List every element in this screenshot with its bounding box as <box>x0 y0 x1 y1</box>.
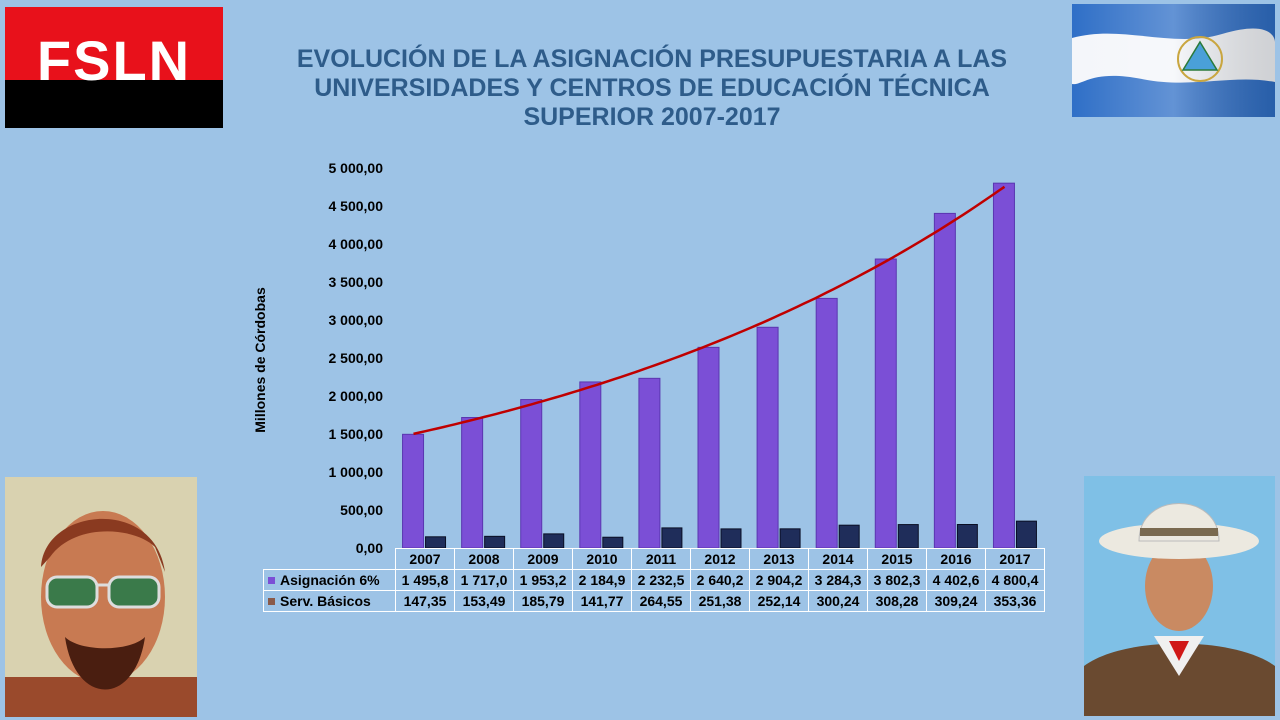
data-label-series2: 353,36 <box>985 590 1045 612</box>
x-tick-label: 2009 <box>513 548 573 570</box>
legend-key-series1 <box>268 577 275 584</box>
data-label-series1: 4 800,4 <box>985 569 1045 591</box>
data-table-corner <box>263 548 396 570</box>
y-axis-label: Millones de Córdobas <box>252 287 268 433</box>
legend-entry-series1: Asignación 6% <box>263 569 396 591</box>
portrait-left-image <box>5 477 197 717</box>
bar-series1-2010 <box>579 381 602 549</box>
data-table-header-row: 2007 2008 2009 2010 2011 2012 2013 2014 2015 2016… <box>263 548 1045 570</box>
bar-series1-2017 <box>992 182 1015 549</box>
y-tick-label: 4 500,00 <box>329 198 384 214</box>
data-label-series2: 264,55 <box>631 590 691 612</box>
y-tick-label: 1 000,00 <box>329 464 384 480</box>
data-table-row-series1: Asignación 6% 1 495,8 1 717,0 1 953,2 2 184… <box>263 569 1045 591</box>
bar-series1-2008 <box>461 417 484 549</box>
data-label-series1: 1 717,0 <box>454 569 514 591</box>
nicaragua-flag-image <box>1072 4 1275 117</box>
x-tick-label: 2015 <box>867 548 927 570</box>
bars-group <box>402 182 1037 549</box>
data-label-series2: 141,77 <box>572 590 632 612</box>
bar-series2-2016 <box>956 523 978 549</box>
data-label-series2: 185,79 <box>513 590 573 612</box>
bar-series1-2007 <box>402 433 425 549</box>
data-table-row-series2: Serv. Básicos 147,35 153,49 185,79 141,77 26… <box>263 590 1045 612</box>
data-label-series2: 153,49 <box>454 590 514 612</box>
data-label-series2: 252,14 <box>749 590 809 612</box>
bar-series2-2008 <box>484 535 506 549</box>
bar-series2-2013 <box>779 528 801 549</box>
bar-series2-2011 <box>661 527 683 549</box>
data-label-series1: 1 953,2 <box>513 569 573 591</box>
legend-label-series1: Asignación 6% <box>280 572 380 588</box>
legend-key-series2 <box>268 598 275 605</box>
bar-series1-2015 <box>874 258 897 549</box>
x-tick-label: 2007 <box>395 548 455 570</box>
data-label-series1: 2 184,9 <box>572 569 632 591</box>
x-tick-label: 2012 <box>690 548 750 570</box>
data-label-series2: 300,24 <box>808 590 868 612</box>
x-tick-label: 2016 <box>926 548 986 570</box>
bar-series1-2012 <box>697 346 720 549</box>
x-tick-label: 2017 <box>985 548 1045 570</box>
x-tick-label: 2013 <box>749 548 809 570</box>
logo-text: FSLN <box>36 29 192 92</box>
portrait-right-image <box>1084 476 1275 716</box>
fsln-logo: FSLN <box>5 7 223 128</box>
legend-entry-series2: Serv. Básicos <box>263 590 396 612</box>
bar-series2-2007 <box>425 536 447 549</box>
data-label-series1: 4 402,6 <box>926 569 986 591</box>
data-label-series1: 2 232,5 <box>631 569 691 591</box>
bar-series1-2016 <box>933 212 956 549</box>
data-label-series1: 2 904,2 <box>749 569 809 591</box>
legend-label-series2: Serv. Básicos <box>280 593 371 609</box>
y-tick-label: 3 000,00 <box>329 312 384 328</box>
chart-title: EVOLUCIÓN DE LA ASIGNACIÓN PRESUPUESTARI… <box>296 45 1008 131</box>
y-tick-label: 3 500,00 <box>329 274 384 290</box>
bar-series2-2017 <box>1015 520 1037 549</box>
bar-series1-2011 <box>638 377 661 549</box>
bar-series2-2015 <box>897 524 919 549</box>
x-tick-label: 2011 <box>631 548 691 570</box>
data-table: 2007 2008 2009 2010 2011 2012 2013 2014 2015 2016… <box>263 548 1045 612</box>
y-tick-label: 2 000,00 <box>329 388 384 404</box>
y-tick-label: 500,00 <box>340 502 383 518</box>
data-label-series2: 147,35 <box>395 590 455 612</box>
x-tick-label: 2008 <box>454 548 514 570</box>
bar-series1-2009 <box>520 399 543 549</box>
data-label-series1: 1 495,8 <box>395 569 455 591</box>
y-tick-label: 2 500,00 <box>329 350 384 366</box>
x-tick-label: 2014 <box>808 548 868 570</box>
bar-series2-2014 <box>838 524 860 549</box>
bar-series2-2009 <box>543 533 565 549</box>
data-label-series2: 309,24 <box>926 590 986 612</box>
data-label-series2: 308,28 <box>867 590 927 612</box>
data-label-series1: 3 802,3 <box>867 569 927 591</box>
data-label-series2: 251,38 <box>690 590 750 612</box>
x-tick-label: 2010 <box>572 548 632 570</box>
bar-series2-2010 <box>602 536 624 549</box>
bar-series2-2012 <box>720 528 742 549</box>
y-tick-label: 1 500,00 <box>329 426 384 442</box>
bar-series1-2014 <box>815 297 838 549</box>
data-label-series1: 3 284,3 <box>808 569 868 591</box>
bar-series1-2013 <box>756 326 779 549</box>
y-tick-label: 5 000,00 <box>329 160 384 176</box>
data-label-series1: 2 640,2 <box>690 569 750 591</box>
y-tick-label: 4 000,00 <box>329 236 384 252</box>
trendline <box>413 185 1006 436</box>
